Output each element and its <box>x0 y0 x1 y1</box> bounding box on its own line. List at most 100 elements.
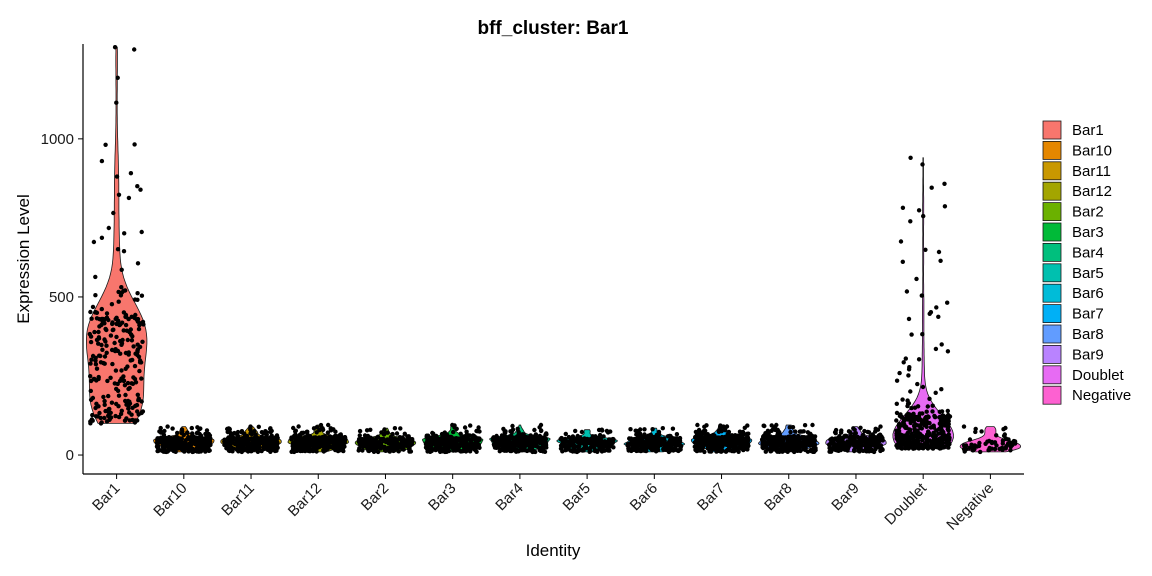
data-point <box>939 387 944 392</box>
data-point <box>474 445 480 450</box>
data-point <box>168 446 174 451</box>
data-point <box>458 431 463 436</box>
data-point <box>932 414 938 420</box>
data-point <box>797 448 803 453</box>
data-point <box>394 439 399 445</box>
data-point <box>111 210 116 216</box>
data-point <box>203 431 208 437</box>
data-point <box>190 449 195 455</box>
data-point <box>121 249 127 254</box>
points-bar3 <box>423 422 482 455</box>
x-axis-ticks: Bar1 Bar10 Bar11 Bar12 Bar2 Bar3 Bar4 Bar5 Bar6 B… <box>89 474 997 534</box>
data-point <box>467 444 472 449</box>
data-point <box>115 75 120 81</box>
data-point <box>118 351 123 356</box>
x-tick-label: Bar5 <box>560 480 594 514</box>
data-point <box>257 436 263 441</box>
data-point <box>137 360 143 365</box>
data-point <box>450 422 455 428</box>
data-point <box>848 434 853 439</box>
data-point <box>829 440 834 445</box>
data-point <box>93 355 98 360</box>
data-point <box>901 440 906 446</box>
data-point <box>783 435 788 440</box>
data-point <box>919 426 924 431</box>
data-point <box>94 366 100 371</box>
data-point <box>140 319 146 325</box>
data-point <box>923 247 928 252</box>
data-point <box>112 45 118 50</box>
data-point <box>789 440 795 445</box>
data-point <box>123 392 128 398</box>
data-point <box>378 444 384 450</box>
data-point <box>104 311 110 316</box>
data-point <box>827 449 832 454</box>
legend-swatch <box>1042 365 1062 385</box>
data-point <box>317 444 322 450</box>
data-point <box>462 425 468 430</box>
data-point <box>255 449 261 454</box>
data-point <box>1004 444 1009 449</box>
data-point <box>656 447 661 453</box>
data-point <box>362 442 368 447</box>
data-point <box>578 437 584 442</box>
data-point <box>263 444 269 449</box>
data-point <box>125 380 131 386</box>
data-point <box>106 393 111 399</box>
data-point <box>533 432 539 437</box>
data-point <box>963 443 969 448</box>
data-point <box>124 328 130 333</box>
data-point <box>392 426 398 431</box>
data-point <box>718 446 723 451</box>
points-bar9 <box>827 424 885 455</box>
data-point <box>767 436 773 441</box>
data-point <box>268 426 273 431</box>
data-point <box>577 443 582 449</box>
data-point <box>967 437 973 442</box>
data-point <box>178 440 183 445</box>
data-point <box>105 378 110 384</box>
data-point <box>853 442 859 448</box>
data-point <box>962 449 967 454</box>
data-point <box>199 435 204 441</box>
data-point <box>123 322 129 328</box>
data-point <box>718 424 723 429</box>
data-point <box>122 383 128 388</box>
data-point <box>90 412 95 418</box>
data-point <box>206 431 211 437</box>
data-point <box>401 447 406 452</box>
data-point <box>525 439 531 445</box>
data-point <box>306 441 311 447</box>
chart-title: bff_cluster: Bar1 <box>478 18 629 39</box>
data-point <box>662 440 668 446</box>
data-point <box>154 444 160 449</box>
data-point <box>96 341 101 346</box>
data-point <box>132 47 137 52</box>
data-point <box>791 435 796 440</box>
data-point <box>437 437 443 442</box>
data-point <box>497 449 502 454</box>
data-point <box>430 430 435 436</box>
data-point <box>945 434 950 439</box>
data-point <box>328 440 334 445</box>
points-bar6 <box>625 426 684 455</box>
legend-swatch <box>1042 304 1062 324</box>
data-point <box>516 443 521 448</box>
legend-label: Bar9 <box>1072 346 1104 363</box>
data-point <box>492 445 498 450</box>
data-point <box>430 438 435 443</box>
data-point <box>919 293 924 298</box>
data-point <box>839 428 844 433</box>
data-point <box>137 368 142 374</box>
data-point <box>905 441 911 446</box>
data-point <box>1006 437 1011 442</box>
data-point <box>429 447 435 453</box>
data-point <box>920 411 925 416</box>
data-point <box>563 436 568 442</box>
data-point <box>929 445 934 450</box>
data-point <box>139 376 144 381</box>
data-point <box>88 421 93 426</box>
data-point <box>666 449 672 455</box>
data-point <box>746 431 751 436</box>
data-point <box>451 429 456 435</box>
